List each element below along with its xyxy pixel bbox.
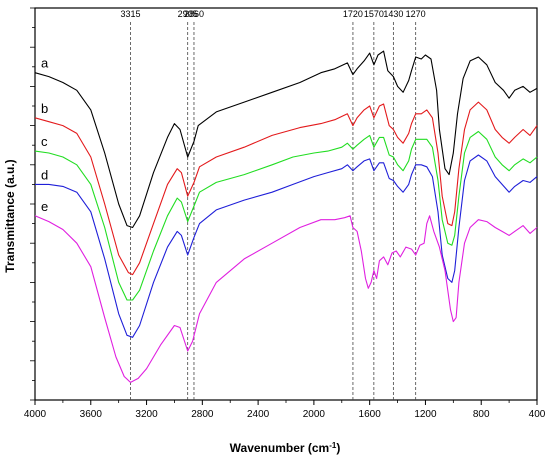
x-tick-label-4000: 4000	[24, 409, 47, 420]
x-tick-label-1600: 1600	[359, 409, 382, 420]
series-label-b: b	[41, 101, 48, 116]
series-line-a	[34, 50, 538, 229]
peak-label-1430: 1430	[383, 9, 403, 19]
x-tick-label-2800: 2800	[191, 409, 214, 420]
x-tick-label-2000: 2000	[303, 409, 326, 420]
x-axis: 4000 3600 3200 2800 2400 2000 1600 1200 800 400	[24, 400, 546, 420]
series-label-c: c	[41, 134, 48, 149]
peak-label-1720: 1720	[343, 9, 363, 19]
peak-label-1570: 1570	[364, 9, 384, 19]
x-axis-title-superscript: -1	[329, 441, 337, 450]
series-label-d: d	[41, 167, 48, 182]
series-line-b	[34, 101, 538, 276]
y-axis-title: Transmittance (a.u.)	[3, 159, 17, 272]
peak-label-3315: 3315	[121, 9, 141, 19]
x-tick-label-400: 400	[529, 409, 546, 420]
series-label-a: a	[41, 56, 49, 71]
peak-label-2860: 2860	[184, 9, 204, 19]
series-label-e: e	[41, 199, 48, 214]
series-line-d	[35, 154, 538, 338]
peak-label-2905: 2905	[178, 9, 198, 19]
x-tick-label-1200: 1200	[414, 409, 437, 420]
x-tick-label-3600: 3600	[80, 409, 103, 420]
x-tick-label-800: 800	[473, 409, 490, 420]
x-axis-title-suffix: )	[336, 441, 340, 455]
x-tick-label-2400: 2400	[247, 409, 270, 420]
series-line-e	[34, 215, 538, 383]
series-line-c	[34, 130, 538, 301]
y-axis	[30, 7, 35, 401]
series-group: a b c d e	[34, 50, 538, 383]
peak-label-1270: 1270	[406, 9, 426, 19]
x-axis-title: Wavenumber (cm-1)	[230, 441, 341, 455]
x-tick-label-3200: 3200	[135, 409, 158, 420]
